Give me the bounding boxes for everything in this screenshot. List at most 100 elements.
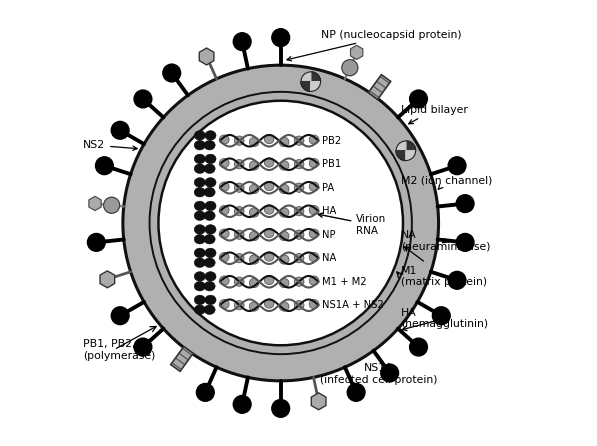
Polygon shape [199,48,214,65]
Text: NP (nucleocapsid protein): NP (nucleocapsid protein) [287,30,461,61]
Ellipse shape [204,140,215,150]
Circle shape [448,157,466,174]
Text: Lipid bilayer: Lipid bilayer [401,105,467,124]
Ellipse shape [235,253,244,263]
Ellipse shape [219,229,229,238]
Ellipse shape [194,154,205,164]
Ellipse shape [309,299,319,309]
Ellipse shape [309,252,319,262]
Ellipse shape [204,305,215,314]
Ellipse shape [194,164,205,173]
Ellipse shape [309,229,319,238]
Ellipse shape [205,154,216,164]
Polygon shape [311,72,321,82]
Polygon shape [311,393,326,410]
Polygon shape [311,82,321,91]
Ellipse shape [219,158,229,168]
Ellipse shape [264,275,274,285]
Circle shape [111,121,129,139]
Ellipse shape [279,208,289,217]
Polygon shape [89,196,101,211]
Polygon shape [406,141,416,151]
Ellipse shape [205,295,216,305]
Ellipse shape [309,182,319,191]
Ellipse shape [279,231,289,241]
Text: NS1A + NS2: NS1A + NS2 [322,300,384,310]
Circle shape [301,72,321,91]
Circle shape [104,197,119,213]
Text: M1 + M2: M1 + M2 [322,277,367,287]
Text: HA
(hemagglutinin): HA (hemagglutinin) [401,308,488,330]
Text: HA: HA [322,206,337,216]
Ellipse shape [264,252,274,261]
Polygon shape [350,45,363,59]
Ellipse shape [235,136,244,145]
Circle shape [410,338,427,356]
Ellipse shape [309,206,319,215]
Ellipse shape [250,278,259,288]
Ellipse shape [309,276,319,285]
Ellipse shape [264,299,274,308]
Polygon shape [301,72,311,82]
Ellipse shape [194,225,205,234]
Ellipse shape [204,187,215,197]
Polygon shape [171,347,193,372]
Circle shape [272,29,290,46]
Ellipse shape [205,272,216,281]
Text: Virion
RNA: Virion RNA [318,213,386,235]
Ellipse shape [250,255,259,264]
Circle shape [396,141,416,161]
Ellipse shape [219,182,229,191]
Ellipse shape [205,131,216,140]
Ellipse shape [194,235,205,244]
Ellipse shape [294,160,304,169]
Circle shape [432,307,450,325]
Ellipse shape [235,206,244,216]
Text: NP: NP [322,230,336,240]
Circle shape [347,384,365,401]
Ellipse shape [194,140,205,150]
Ellipse shape [294,183,304,192]
Circle shape [163,64,181,82]
Ellipse shape [279,184,289,194]
Polygon shape [100,271,115,288]
Text: PB2: PB2 [322,136,341,146]
Ellipse shape [309,135,319,145]
Ellipse shape [294,253,304,263]
Circle shape [134,90,152,108]
Ellipse shape [250,302,259,311]
Ellipse shape [309,158,319,168]
Ellipse shape [235,230,244,240]
Ellipse shape [264,205,274,214]
Text: NS2: NS2 [83,140,137,150]
Ellipse shape [194,248,205,258]
Circle shape [134,338,152,356]
Ellipse shape [194,201,205,211]
Circle shape [456,195,474,212]
Ellipse shape [294,277,304,286]
Ellipse shape [194,305,205,314]
Ellipse shape [294,206,304,216]
Ellipse shape [250,231,259,241]
Ellipse shape [204,281,215,291]
Circle shape [456,234,474,251]
Text: NS1A
(infected cell protein): NS1A (infected cell protein) [320,363,437,384]
Circle shape [96,157,113,174]
Ellipse shape [194,178,205,187]
Ellipse shape [194,131,205,140]
Ellipse shape [264,158,274,167]
Ellipse shape [250,137,259,147]
Polygon shape [396,141,406,151]
Circle shape [381,364,399,382]
Text: NA: NA [322,253,337,263]
Ellipse shape [219,135,229,145]
Text: PA: PA [322,183,334,193]
Text: PB1, PB2, PA
(polymerase): PB1, PB2, PA (polymerase) [83,339,155,360]
Circle shape [233,33,251,50]
Ellipse shape [205,225,216,234]
Ellipse shape [235,160,244,169]
Ellipse shape [219,206,229,215]
Ellipse shape [235,301,244,310]
Ellipse shape [194,211,205,220]
Ellipse shape [264,134,274,144]
